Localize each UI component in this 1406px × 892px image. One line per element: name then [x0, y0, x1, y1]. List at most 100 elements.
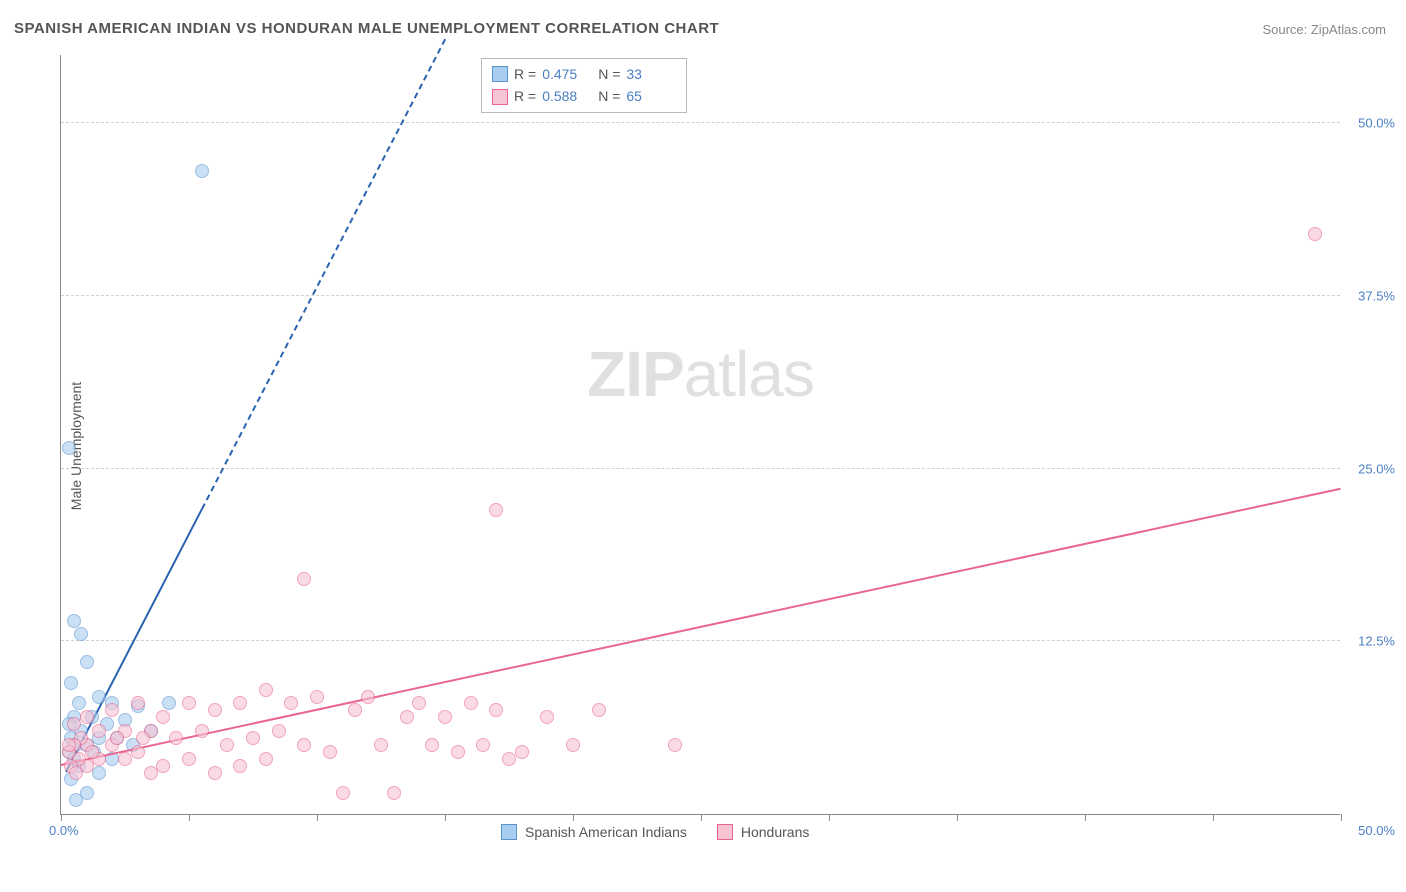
source-label: Source: ZipAtlas.com	[1262, 22, 1386, 37]
gridline	[61, 122, 1340, 123]
data-point	[131, 696, 145, 710]
data-point	[80, 655, 94, 669]
x-tick	[1341, 814, 1342, 821]
data-point	[489, 503, 503, 517]
data-point	[69, 793, 83, 807]
data-point	[195, 164, 209, 178]
data-point	[67, 614, 81, 628]
data-point	[272, 724, 286, 738]
data-point	[156, 759, 170, 773]
data-point	[374, 738, 388, 752]
data-point	[233, 696, 247, 710]
data-point	[246, 731, 260, 745]
data-point	[284, 696, 298, 710]
data-point	[336, 786, 350, 800]
data-point	[1308, 227, 1322, 241]
data-point	[438, 710, 452, 724]
n-label: N =	[598, 85, 620, 107]
data-point	[144, 766, 158, 780]
gridline	[61, 468, 1340, 469]
r-value: 0.475	[542, 63, 592, 85]
legend-swatch	[501, 824, 517, 840]
trendline	[61, 487, 1341, 765]
legend-swatch	[492, 66, 508, 82]
data-point	[92, 724, 106, 738]
data-point	[169, 731, 183, 745]
data-point	[464, 696, 478, 710]
legend-label: Spanish American Indians	[525, 824, 687, 840]
x-tick	[573, 814, 574, 821]
data-point	[195, 724, 209, 738]
x-tick	[317, 814, 318, 821]
data-point	[323, 745, 337, 759]
y-tick-label: 25.0%	[1358, 461, 1395, 476]
x-tick	[61, 814, 62, 821]
y-tick-label: 12.5%	[1358, 634, 1395, 649]
data-point	[502, 752, 516, 766]
gridline	[61, 295, 1340, 296]
trendline-dashed	[201, 39, 446, 510]
chart-container: SPANISH AMERICAN INDIAN VS HONDURAN MALE…	[0, 0, 1406, 892]
data-point	[131, 745, 145, 759]
stats-row: R = 0.475 N = 33	[492, 63, 676, 85]
legend-label: Hondurans	[741, 824, 810, 840]
y-tick-label: 37.5%	[1358, 288, 1395, 303]
x-tick-max: 50.0%	[1358, 823, 1395, 838]
data-point	[476, 738, 490, 752]
data-point	[118, 752, 132, 766]
data-point	[110, 731, 124, 745]
data-point	[489, 703, 503, 717]
r-value: 0.588	[542, 85, 592, 107]
data-point	[182, 696, 196, 710]
data-point	[64, 676, 78, 690]
watermark-light: atlas	[684, 338, 814, 410]
data-point	[361, 690, 375, 704]
legend-item: Spanish American Indians	[501, 824, 687, 840]
data-point	[74, 627, 88, 641]
data-point	[259, 752, 273, 766]
n-label: N =	[598, 63, 620, 85]
data-point	[425, 738, 439, 752]
data-point	[162, 696, 176, 710]
x-tick	[445, 814, 446, 821]
data-point	[72, 696, 86, 710]
x-tick-origin: 0.0%	[49, 823, 79, 838]
data-point	[259, 683, 273, 697]
data-point	[297, 738, 311, 752]
gridline	[61, 640, 1340, 641]
data-point	[220, 738, 234, 752]
data-point	[233, 759, 247, 773]
n-value: 65	[626, 85, 676, 107]
r-label: R =	[514, 85, 536, 107]
data-point	[566, 738, 580, 752]
data-point	[540, 710, 554, 724]
bottom-legend: Spanish American Indians Hondurans	[501, 824, 809, 840]
n-value: 33	[626, 63, 676, 85]
data-point	[451, 745, 465, 759]
data-point	[310, 690, 324, 704]
data-point	[80, 710, 94, 724]
stats-row: R = 0.588 N = 65	[492, 85, 676, 107]
data-point	[105, 703, 119, 717]
y-tick-label: 50.0%	[1358, 116, 1395, 131]
data-point	[400, 710, 414, 724]
watermark: ZIPatlas	[587, 337, 814, 411]
data-point	[92, 766, 106, 780]
data-point	[515, 745, 529, 759]
data-point	[592, 703, 606, 717]
x-tick	[829, 814, 830, 821]
plot-area: ZIPatlas R =0.475N =33R =0.588N =65 Span…	[60, 55, 1340, 815]
data-point	[62, 441, 76, 455]
data-point	[62, 738, 76, 752]
r-label: R =	[514, 63, 536, 85]
watermark-bold: ZIP	[587, 338, 684, 410]
data-point	[348, 703, 362, 717]
legend-item: Hondurans	[717, 824, 810, 840]
data-point	[297, 572, 311, 586]
data-point	[136, 731, 150, 745]
legend-swatch	[717, 824, 733, 840]
data-point	[67, 717, 81, 731]
x-tick	[957, 814, 958, 821]
x-tick	[1213, 814, 1214, 821]
x-tick	[189, 814, 190, 821]
